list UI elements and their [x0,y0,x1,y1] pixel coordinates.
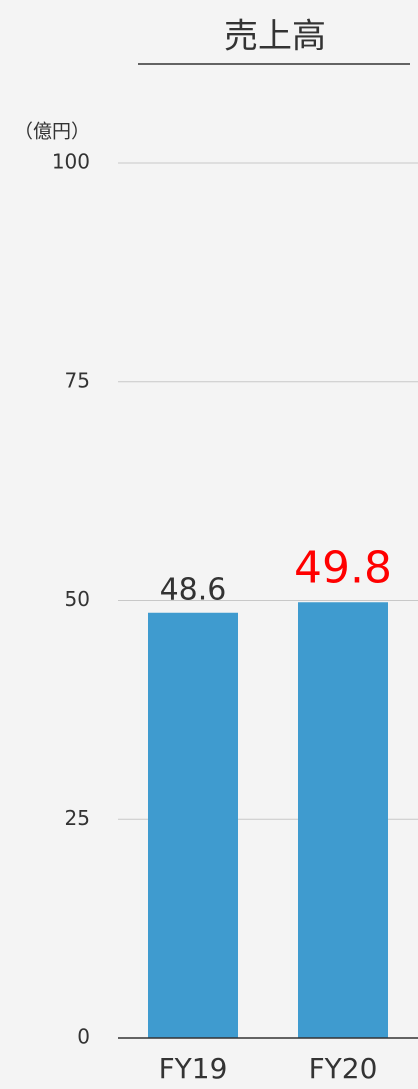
bar [148,612,238,1038]
y-axis-label: （億円） [14,121,90,143]
x-tick-label: FY20 [309,1052,378,1085]
y-tick-label: 75 [65,368,90,392]
chart-title: 売上高 [224,17,326,57]
bar [298,602,388,1038]
value-label: 49.8 [294,542,392,593]
y-tick-label: 0 [77,1025,90,1049]
y-tick-label: 25 [65,806,90,830]
x-tick-label: FY19 [159,1052,228,1085]
value-label: 48.6 [160,572,227,607]
y-tick-label: 100 [52,150,90,174]
y-tick-label: 50 [65,587,90,611]
